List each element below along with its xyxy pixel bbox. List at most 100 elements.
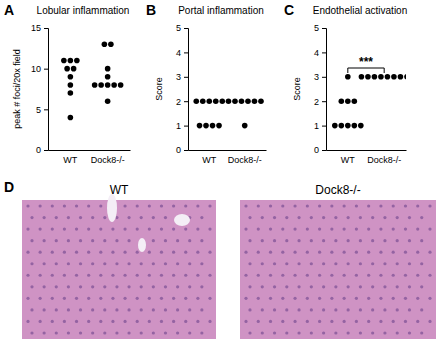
tick: 1 bbox=[176, 121, 188, 131]
nucleus bbox=[55, 331, 58, 334]
nucleus bbox=[103, 308, 106, 311]
nucleus bbox=[383, 262, 386, 265]
significance-label: *** bbox=[359, 55, 373, 69]
nucleus bbox=[196, 297, 199, 300]
data-point bbox=[92, 82, 98, 88]
tick: Dock8-/- bbox=[228, 150, 262, 165]
nucleus bbox=[208, 274, 211, 277]
nucleus bbox=[343, 320, 346, 323]
vessel bbox=[107, 194, 117, 222]
nucleus bbox=[160, 297, 163, 300]
nucleus bbox=[140, 285, 143, 288]
nucleus bbox=[30, 216, 33, 219]
nucleus bbox=[379, 227, 382, 230]
nucleus bbox=[136, 274, 139, 277]
nucleus bbox=[404, 251, 407, 254]
nucleus bbox=[347, 285, 350, 288]
nucleus bbox=[334, 285, 337, 288]
nucleus bbox=[136, 204, 139, 207]
data-point bbox=[213, 98, 219, 104]
tick-label: 5 bbox=[36, 105, 41, 115]
axis-line bbox=[327, 150, 407, 151]
nucleus bbox=[26, 251, 29, 254]
data-point bbox=[61, 58, 67, 64]
tick: 4 bbox=[314, 48, 326, 58]
nucleus bbox=[257, 297, 260, 300]
nucleus bbox=[99, 320, 102, 323]
nucleus bbox=[75, 274, 78, 277]
data-point bbox=[345, 123, 351, 129]
tick-mark bbox=[184, 126, 188, 127]
nucleus bbox=[79, 239, 82, 242]
data-point bbox=[98, 82, 104, 88]
nucleus bbox=[136, 251, 139, 254]
tick-label: 0 bbox=[314, 145, 319, 155]
nucleus bbox=[318, 297, 321, 300]
nucleus bbox=[148, 320, 151, 323]
nucleus bbox=[297, 239, 300, 242]
nucleus bbox=[196, 227, 199, 230]
nucleus bbox=[392, 274, 395, 277]
tick: WT bbox=[63, 150, 77, 165]
nucleus bbox=[103, 216, 106, 219]
nucleus bbox=[347, 239, 350, 242]
nucleus bbox=[127, 308, 130, 311]
nucleus bbox=[428, 227, 431, 230]
data-point bbox=[64, 66, 70, 72]
plot-area bbox=[332, 74, 406, 128]
tick-label: WT bbox=[341, 155, 355, 165]
nucleus bbox=[55, 216, 58, 219]
nucleus bbox=[306, 251, 309, 254]
axis-line bbox=[184, 29, 189, 151]
tick: 3 bbox=[176, 72, 188, 82]
nucleus bbox=[79, 262, 82, 265]
tick-label: 3 bbox=[314, 72, 319, 82]
nucleus bbox=[91, 262, 94, 265]
nucleus bbox=[67, 308, 70, 311]
nucleus bbox=[359, 285, 362, 288]
nucleus bbox=[248, 285, 251, 288]
nucleus bbox=[91, 285, 94, 288]
nucleus bbox=[39, 297, 42, 300]
tick-label: 4 bbox=[176, 48, 181, 58]
nucleus bbox=[248, 331, 251, 334]
nucleus bbox=[111, 274, 114, 277]
nucleus bbox=[404, 204, 407, 207]
nucleus bbox=[43, 262, 46, 265]
data-point bbox=[105, 74, 111, 80]
nucleus bbox=[51, 204, 54, 207]
nucleus bbox=[428, 320, 431, 323]
nucleus bbox=[310, 239, 313, 242]
tick-label: WT bbox=[202, 155, 216, 165]
tick-label: 5 bbox=[314, 23, 319, 33]
nucleus bbox=[293, 320, 296, 323]
nucleus bbox=[55, 285, 58, 288]
nucleus bbox=[99, 297, 102, 300]
panel-label: A bbox=[4, 2, 14, 18]
nucleus bbox=[285, 216, 288, 219]
nucleus bbox=[420, 262, 423, 265]
panel: 012345WTDock8-/-ScorePortal inflammation… bbox=[146, 2, 267, 165]
nucleus bbox=[208, 227, 211, 230]
data-point bbox=[242, 123, 248, 129]
nucleus bbox=[244, 251, 247, 254]
nucleus bbox=[99, 251, 102, 254]
nucleus bbox=[123, 204, 126, 207]
nucleus bbox=[396, 308, 399, 311]
nucleus bbox=[160, 204, 163, 207]
data-point bbox=[68, 74, 74, 80]
nucleus bbox=[248, 216, 251, 219]
nucleus bbox=[428, 204, 431, 207]
nucleus bbox=[152, 262, 155, 265]
nucleus bbox=[322, 262, 325, 265]
tick: 0 bbox=[36, 145, 48, 155]
nucleus bbox=[160, 274, 163, 277]
tick-label: Dock8-/- bbox=[91, 155, 125, 165]
tick-label: 5 bbox=[176, 23, 181, 33]
nucleus bbox=[379, 297, 382, 300]
nucleus bbox=[115, 308, 118, 311]
nucleus bbox=[347, 308, 350, 311]
nucleus bbox=[257, 227, 260, 230]
nucleus bbox=[285, 331, 288, 334]
nucleus bbox=[297, 308, 300, 311]
